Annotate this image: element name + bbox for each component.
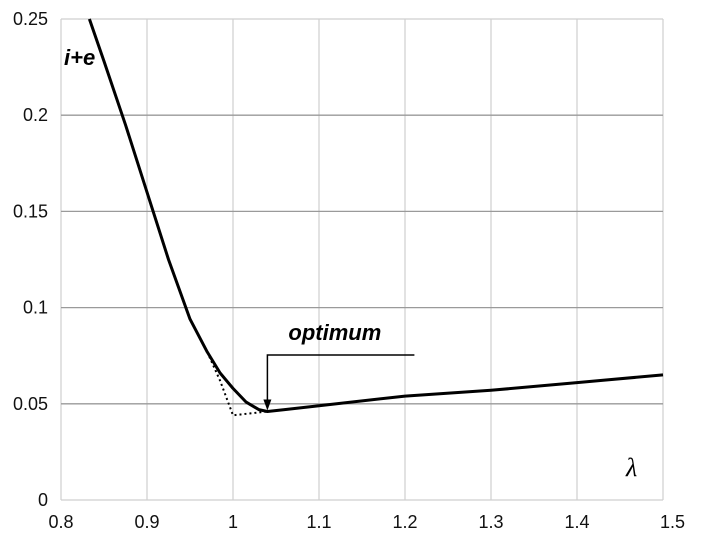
x-tick-label: 1.5 bbox=[660, 512, 685, 532]
x-tick-label: 0.8 bbox=[48, 512, 73, 532]
annotation-label: optimum bbox=[288, 320, 381, 345]
annotation-leader-line bbox=[266, 354, 415, 408]
y-tick-label: 0.15 bbox=[13, 201, 48, 221]
annotation-group: optimum bbox=[263, 320, 415, 411]
x-tick-label: 0.9 bbox=[134, 512, 159, 532]
x-axis-label: λ bbox=[625, 453, 637, 482]
y-axis-label: i+e bbox=[64, 45, 95, 70]
series-group bbox=[87, 18, 664, 417]
curve-line bbox=[87, 18, 664, 413]
x-tick-label: 1.2 bbox=[392, 512, 417, 532]
grid bbox=[60, 18, 664, 501]
y-tick-label: 0 bbox=[38, 490, 48, 510]
x-tick-label: 1.3 bbox=[478, 512, 503, 532]
annotation-arrowhead bbox=[263, 399, 272, 411]
y-tick-label: 0.25 bbox=[13, 9, 48, 29]
x-tick-label: 1 bbox=[228, 512, 238, 532]
x-tick-label: 1.4 bbox=[564, 512, 589, 532]
y-tick-label: 0.1 bbox=[23, 298, 48, 318]
y-tick-label: 0.2 bbox=[23, 105, 48, 125]
y-tick-label: 0.05 bbox=[13, 394, 48, 414]
dotted-asymptote-line bbox=[206, 351, 268, 417]
tick-labels: 0.8 0.9 1 1.1 1.2 1.3 1.4 1.5 0 0.05 0.1 0.15 0.2 0.2… bbox=[13, 9, 685, 532]
x-tick-label: 1.1 bbox=[306, 512, 331, 532]
